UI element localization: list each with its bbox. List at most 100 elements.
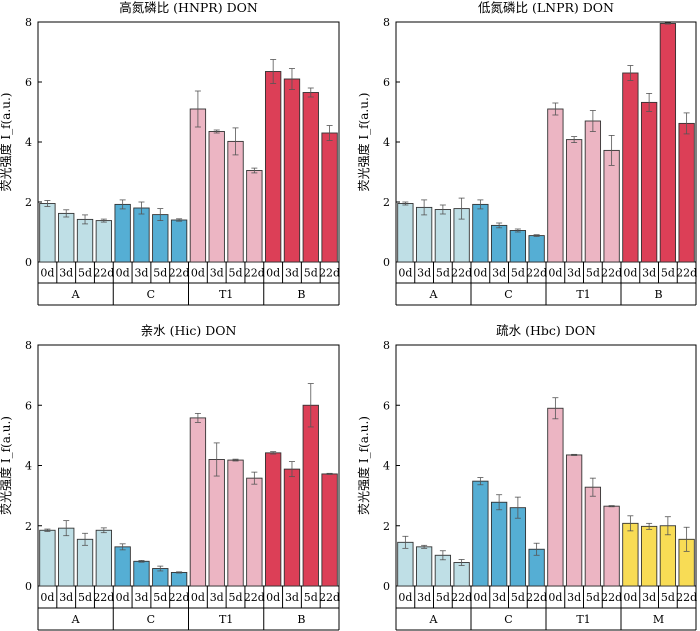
y-tick-label: 2 (25, 520, 32, 533)
bar-T1-5d (227, 140, 244, 263)
y-tick-label: 4 (383, 460, 390, 473)
bar-A-5d (76, 218, 94, 263)
bar-C-5d (509, 507, 527, 587)
bar-T1-22d (246, 477, 263, 587)
bar-C-22d (170, 219, 188, 263)
bar-A-0d (397, 541, 414, 587)
bar-C-0d (114, 546, 131, 587)
chart-panel-2: 低氮磷比 (LNPR) DON 荧光强度 I_f(a.u.) 0 2 4 6 8 0d 3d 5d… (356, 0, 697, 306)
day-label: 3d (210, 267, 224, 280)
day-label: 22d (601, 591, 622, 604)
day-label: 5d (78, 591, 92, 604)
bar-C-22d (170, 571, 188, 587)
day-label: 0d (116, 591, 130, 604)
day-label: 22d (93, 267, 114, 280)
day-label: 3d (59, 267, 73, 280)
bar-T1-0d (189, 108, 207, 263)
day-label: 22d (169, 591, 190, 604)
group-label: C (147, 288, 155, 301)
day-label: 3d (285, 267, 299, 280)
group-label: A (429, 613, 439, 626)
bar-C-3d (133, 207, 150, 263)
group-label: B (297, 613, 305, 626)
day-label: 0d (398, 591, 412, 604)
group-label: T1 (219, 613, 233, 626)
day-label: 5d (229, 267, 243, 280)
group-label: T1 (576, 288, 590, 301)
bar-A-22d (453, 562, 470, 587)
y-tick-label: 8 (25, 16, 32, 29)
y-tick-label: 0 (25, 580, 32, 593)
bar-A-3d (58, 527, 75, 587)
group-label: A (429, 288, 439, 301)
chart-title: 低氮磷比 (LNPR) DON (478, 0, 614, 15)
group-label: C (147, 613, 155, 626)
bar-C-0d (472, 480, 489, 587)
bar-C-5d (509, 230, 527, 263)
day-label: 5d (511, 591, 525, 604)
day-label: 0d (40, 591, 54, 604)
bar-C-5d (152, 214, 169, 263)
y-tick-label: 0 (25, 256, 32, 269)
bar-B-3d (283, 468, 301, 587)
day-label: 22d (526, 267, 547, 280)
bar-A-22d (95, 220, 113, 263)
y-tick-label: 0 (383, 580, 390, 593)
bar-A-5d (76, 538, 94, 587)
bar-B-5d (302, 404, 319, 587)
day-label: 0d (623, 267, 637, 280)
day-label: 3d (134, 591, 148, 604)
y-tick-label: 4 (25, 460, 32, 473)
day-label: 0d (266, 267, 280, 280)
day-label: 0d (398, 267, 412, 280)
chart-panel-1: 高氮磷比 (HNPR) DON 荧光强度 I_f(a.u.) 0 2 4 6 8 0d 3d 5d… (0, 0, 340, 306)
day-label: 5d (304, 591, 318, 604)
bar-T1-3d (565, 139, 583, 263)
group-label: A (71, 613, 81, 626)
bar-B-22d (678, 122, 695, 263)
group-label: B (297, 288, 305, 301)
day-label: 22d (451, 267, 472, 280)
day-label: 5d (153, 267, 167, 280)
group-label: T1 (576, 613, 590, 626)
bar-A-3d (415, 206, 433, 263)
group-label: C (504, 288, 512, 301)
bar-B-3d (283, 78, 301, 263)
bar-C-3d (133, 560, 150, 587)
day-label: 3d (492, 267, 506, 280)
day-label: 3d (59, 591, 73, 604)
group-label: M (653, 613, 664, 626)
day-label: 22d (244, 591, 265, 604)
y-tick-label: 4 (25, 136, 32, 149)
bar-T1-5d (584, 120, 602, 263)
bar-T1-3d (208, 459, 225, 587)
day-label: 0d (116, 267, 130, 280)
day-label: 22d (319, 267, 340, 280)
bar-A-3d (415, 546, 433, 587)
y-tick-label: 8 (383, 16, 390, 29)
bar-T1-0d (547, 407, 564, 587)
bar-T1-3d (208, 131, 225, 263)
y-tick-label: 2 (383, 520, 390, 533)
day-label: 22d (676, 267, 697, 280)
y-tick-label: 6 (25, 76, 32, 89)
day-label: 3d (134, 267, 148, 280)
bar-T1-0d (547, 108, 564, 263)
bar-T1-22d (603, 149, 620, 263)
y-axis-label: 荧光强度 I_f(a.u.) (356, 93, 371, 192)
day-label: 3d (417, 591, 431, 604)
y-axis-label: 荧光强度 I_f(a.u.) (356, 416, 371, 515)
day-label: 3d (210, 591, 224, 604)
y-tick-label: 8 (25, 339, 32, 352)
day-label: 0d (266, 591, 280, 604)
day-label: 22d (93, 591, 114, 604)
group-label: B (654, 288, 662, 301)
y-tick-label: 6 (383, 399, 390, 412)
day-label: 0d (548, 591, 562, 604)
bar-A-22d (95, 529, 113, 587)
bar-T1-22d (246, 170, 263, 263)
bar-B-22d (321, 473, 338, 587)
y-axis-label: 荧光强度 I_f(a.u.) (0, 416, 13, 515)
bar-B-3d (640, 101, 658, 263)
